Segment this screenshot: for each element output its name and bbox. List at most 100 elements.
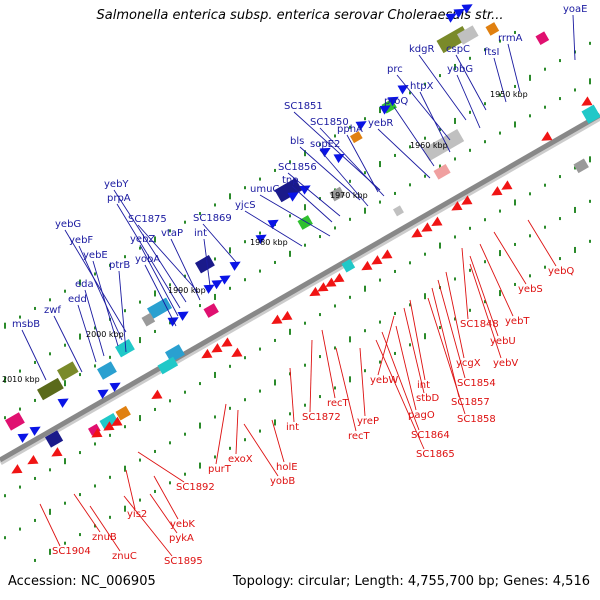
forward-gene-label[interactable]: SC1869 [193, 213, 232, 224]
reverse-gene-label[interactable]: SC1854 [457, 378, 496, 389]
reverse-gene-label[interactable]: SC1848 [460, 319, 499, 330]
forward-gene-label[interactable]: prc [387, 64, 403, 75]
forward-gene-label[interactable]: SC1850 [310, 117, 349, 128]
forward-gene-label[interactable]: yobG [447, 64, 473, 75]
reverse-gene-label[interactable]: SC1858 [457, 414, 496, 425]
leader-line [289, 367, 295, 423]
scale-tick [184, 432, 186, 436]
forward-gene-label[interactable]: prpA [107, 193, 131, 204]
reverse-gene-label[interactable]: yebW [370, 375, 398, 386]
leader-line [73, 493, 101, 533]
reverse-gene-label[interactable]: yebV [493, 358, 518, 369]
forward-gene-label[interactable]: yebY [104, 179, 129, 190]
forward-gene-label[interactable]: bls [290, 136, 304, 147]
leader-line [78, 245, 123, 341]
forward-gene-label[interactable]: tnp [282, 175, 299, 186]
reverse-gene-label[interactable]: SC1895 [164, 556, 203, 567]
reverse-gene-arrow [333, 273, 345, 283]
scale-tick [34, 360, 36, 364]
leader-line [139, 244, 179, 317]
feature-block [433, 163, 451, 180]
reverse-gene-label[interactable]: exoX [228, 454, 253, 465]
scale-tick [259, 177, 261, 181]
forward-gene-label[interactable]: yebR [368, 118, 393, 129]
forward-gene-label[interactable]: SC1875 [128, 214, 167, 225]
scale-tick [154, 290, 156, 297]
forward-gene-label[interactable]: umuC [250, 184, 279, 195]
scale-tick [229, 406, 231, 410]
reverse-gene-label[interactable]: yebQ [548, 266, 574, 277]
forward-gene-label[interactable]: int [194, 228, 207, 239]
reverse-gene-label[interactable]: SC1904 [52, 546, 91, 557]
reverse-gene-label[interactable]: yobB [270, 476, 295, 487]
forward-gene-label[interactable]: pphA [337, 124, 363, 135]
reverse-gene-label[interactable]: stbD [416, 393, 439, 404]
forward-gene-label[interactable]: yobA [135, 254, 160, 265]
forward-gene-label[interactable]: rrmA [498, 33, 523, 44]
scale-tick [154, 449, 156, 453]
scale-tick [439, 242, 441, 249]
forward-gene-label[interactable]: edd [68, 294, 87, 305]
forward-gene-label[interactable]: eda [75, 279, 94, 290]
forward-gene-label[interactable]: proQ [384, 96, 408, 107]
reverse-gene-label[interactable]: recT [327, 398, 350, 409]
forward-gene-label[interactable]: kdgR [409, 44, 434, 55]
reverse-gene-arrow [501, 180, 513, 190]
reverse-gene-label[interactable]: znuB [92, 532, 117, 543]
reverse-gene-label[interactable]: pykA [169, 533, 194, 544]
scale-tick [589, 156, 591, 163]
leader-line [137, 224, 199, 293]
forward-gene-arrow [211, 279, 223, 290]
forward-gene-label[interactable]: yjcS [235, 200, 256, 211]
reverse-gene-label[interactable]: pagO [408, 410, 435, 421]
forward-gene-label[interactable]: yebE [83, 250, 108, 261]
scale-tick [199, 422, 201, 429]
forward-gene-label[interactable]: cspC [446, 44, 470, 55]
scale-tick [4, 416, 6, 420]
reverse-gene-label[interactable]: holE [276, 462, 298, 473]
forward-gene-label[interactable]: yebF [69, 235, 93, 246]
reverse-gene-label[interactable]: int [417, 380, 430, 391]
reverse-gene-label[interactable]: yis2 [127, 509, 147, 520]
reverse-gene-label[interactable]: int [286, 422, 299, 433]
scale-tick [499, 290, 501, 297]
reverse-gene-label[interactable]: yebT [505, 316, 530, 327]
reverse-gene-label[interactable]: purT [208, 464, 232, 475]
reverse-gene-label[interactable]: yebU [490, 336, 516, 347]
forward-gene-label[interactable]: yebZ [130, 234, 155, 245]
reverse-gene-label[interactable]: yebS [518, 284, 543, 295]
forward-gene-label[interactable]: yoaE [563, 4, 587, 15]
forward-gene-label[interactable]: vtaP [161, 228, 183, 239]
forward-gene-arrow [177, 311, 189, 321]
scale-tick [514, 282, 516, 286]
forward-gene-label[interactable]: ftsI [484, 47, 499, 58]
forward-gene-label[interactable]: sopE2 [310, 139, 340, 150]
forward-gene-label[interactable]: yebG [55, 219, 81, 230]
forward-gene-label[interactable]: SC1851 [284, 101, 323, 112]
forward-gene-label[interactable]: msbB [12, 319, 40, 330]
scale-tick [499, 93, 501, 97]
forward-gene-label[interactable]: htpX [410, 81, 434, 92]
reverse-gene-label[interactable]: yebK [170, 519, 195, 530]
scale-tick [184, 274, 186, 278]
reverse-gene-label[interactable]: ycgX [456, 358, 481, 369]
reverse-gene-label[interactable]: znuC [112, 551, 137, 562]
reverse-gene-label[interactable]: yreP [357, 416, 379, 427]
reverse-gene-label[interactable]: SC1864 [411, 430, 450, 441]
reverse-gene-label[interactable]: recT [348, 431, 371, 442]
forward-gene-label[interactable]: SC1856 [278, 162, 317, 173]
scale-tick [364, 171, 366, 175]
reverse-gene-label[interactable]: SC1872 [302, 412, 341, 423]
scale-tick [274, 419, 276, 426]
kbp-label: 1950 kbp [490, 90, 528, 99]
feature-block [485, 22, 500, 36]
feature-block [57, 361, 79, 381]
reverse-gene-label[interactable]: SC1857 [451, 397, 490, 408]
forward-gene-label[interactable]: zwf [44, 305, 61, 316]
reverse-gene-label[interactable]: SC1892 [176, 482, 215, 493]
reverse-gene-label[interactable]: SC1865 [416, 449, 455, 460]
scale-tick [544, 67, 546, 71]
forward-gene-arrow [355, 121, 367, 131]
scale-tick [529, 192, 531, 196]
forward-gene-label[interactable]: ptrB [109, 260, 130, 271]
